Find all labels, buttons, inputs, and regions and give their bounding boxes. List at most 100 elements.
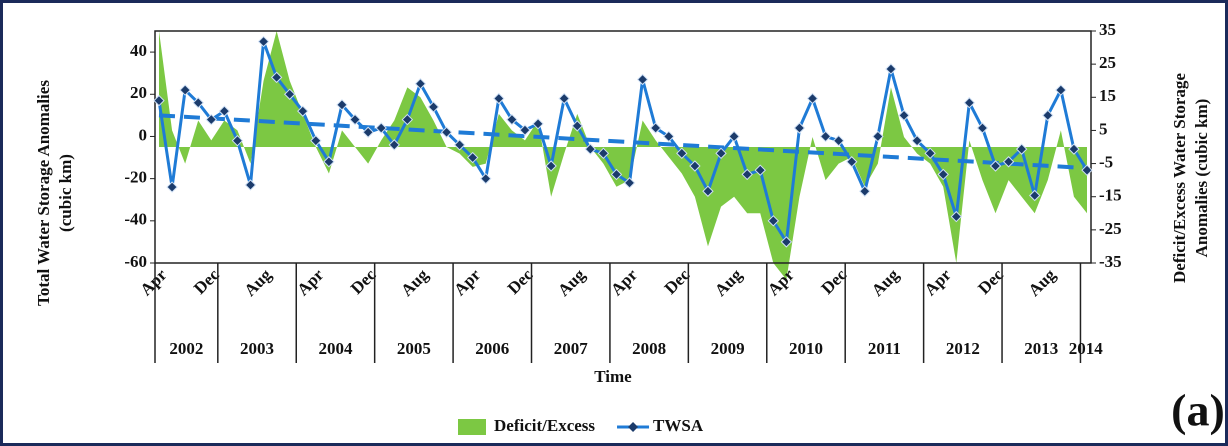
x-tick-label: Aug (397, 265, 432, 300)
marker (663, 130, 675, 143)
marker (793, 122, 806, 134)
marker (532, 118, 544, 130)
marker (1081, 164, 1093, 176)
y2-axis-title: Anomalies (cubic km) (1192, 99, 1211, 258)
marker (466, 151, 479, 164)
y2-tick-label: -35 (1099, 252, 1122, 271)
y-axis-title: Total Water Storage Anomalies (34, 80, 53, 306)
marker (832, 134, 845, 147)
y2-tick-label: 25 (1099, 53, 1116, 72)
marker (493, 92, 505, 105)
marker (702, 185, 714, 197)
marker (610, 168, 623, 181)
marker (937, 168, 949, 181)
marker (153, 94, 165, 107)
marker (310, 134, 322, 147)
marker (859, 185, 871, 197)
marker (1029, 189, 1041, 202)
legend-swatch (458, 419, 486, 435)
marker (819, 130, 832, 143)
legend-label: TWSA (653, 416, 704, 435)
y-tick-label: -60 (124, 252, 147, 271)
marker (218, 105, 231, 117)
marker (283, 88, 296, 100)
marker (323, 156, 335, 168)
x-tick-label: Aug (1025, 265, 1060, 300)
y2-axis-title: Deficit/Excess Water Storage (1170, 73, 1189, 283)
marker (545, 160, 557, 172)
chart: (a) -60 -40 -20 0 20 40 -35 -25 -15 -5 5 15 25 35 Apr D… (34, 20, 1225, 436)
marker (989, 160, 1002, 172)
marker (453, 139, 466, 151)
marker (179, 84, 191, 96)
year-label: 2012 (946, 339, 980, 358)
marker (676, 147, 688, 160)
year-label: 2008 (632, 339, 666, 358)
y-axis-title: (cubic km) (56, 154, 75, 232)
year-label: 2005 (397, 339, 431, 358)
marker (270, 71, 283, 84)
y2-tick-label: -25 (1099, 219, 1122, 238)
marker (1055, 84, 1067, 96)
marker (728, 130, 740, 143)
marker (924, 147, 936, 160)
y2-tick-label: 35 (1099, 20, 1116, 39)
x-tick-label: Apr (921, 265, 955, 299)
x-tick-label: Aug (240, 265, 275, 300)
marker (911, 134, 923, 147)
marker (401, 113, 414, 126)
marker (597, 147, 610, 160)
marker (950, 210, 963, 223)
marker (898, 109, 910, 122)
marker (976, 122, 989, 134)
x-tick-label: Apr (450, 265, 484, 299)
marker (963, 97, 976, 109)
marker (362, 126, 374, 138)
y-tick-label: -40 (124, 210, 147, 229)
year-label: 2003 (240, 339, 274, 358)
x-tick-label: Apr (293, 265, 327, 299)
marker (480, 172, 492, 185)
x-tick-label: Apr (764, 265, 798, 299)
marker (1002, 156, 1015, 168)
marker (205, 113, 217, 126)
marker (349, 113, 361, 126)
year-label: 2002 (169, 339, 203, 358)
marker (257, 35, 270, 48)
y-tick-label: 0 (139, 125, 148, 144)
marker (806, 92, 819, 105)
y2-tick-label: -15 (1099, 186, 1122, 205)
area (159, 31, 1087, 280)
year-label: 2006 (475, 339, 509, 358)
x-tick-label: Aug (711, 265, 746, 300)
year-label: 2007 (554, 339, 589, 358)
marker (231, 134, 244, 147)
marker (558, 92, 570, 105)
marker (297, 105, 309, 117)
marker (571, 120, 583, 132)
marker (754, 164, 766, 176)
y-tick-label: 40 (130, 41, 147, 60)
x-tick-label: Aug (868, 265, 903, 300)
marker (192, 97, 204, 109)
marker (1042, 109, 1054, 122)
marker (1068, 143, 1080, 155)
x-tick-label: Apr (607, 265, 641, 299)
year-label: 2013 (1024, 339, 1058, 358)
marker (1015, 143, 1028, 155)
legend-marker (628, 422, 639, 432)
marker (649, 122, 662, 134)
y2-tick-label: 5 (1099, 119, 1108, 138)
marker (519, 124, 531, 136)
marker (414, 78, 427, 90)
marker (885, 63, 897, 75)
y-tick-label: -20 (124, 168, 147, 187)
marker (440, 126, 453, 138)
marker (375, 122, 387, 134)
marker (780, 236, 793, 248)
year-label: 2014 (1069, 339, 1104, 358)
marker (623, 177, 636, 189)
marker (872, 130, 884, 143)
marker (506, 113, 518, 126)
